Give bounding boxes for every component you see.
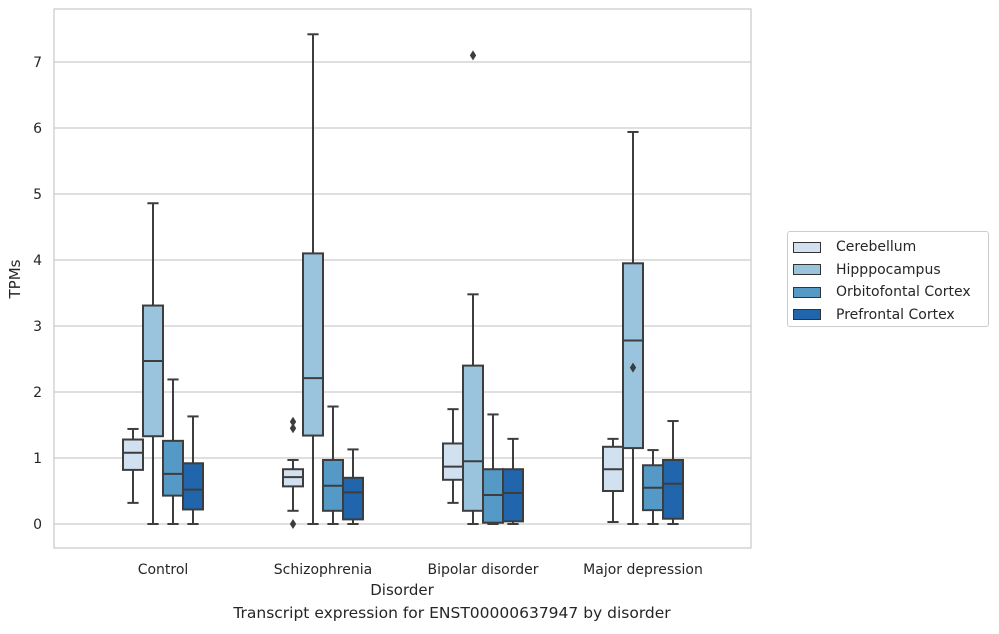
y-tick-label: 3 [33, 319, 42, 335]
box-body [662, 458, 684, 520]
outlier-point [289, 519, 297, 529]
box-2-3 [642, 449, 664, 525]
box-2-2 [482, 413, 504, 525]
legend-swatch [793, 264, 821, 276]
box-0-1 [282, 416, 304, 529]
x-tick-label: Major depression [583, 562, 703, 578]
box-body [182, 462, 204, 511]
box-body [622, 262, 644, 450]
legend-item: Cerebellum [793, 236, 988, 259]
outlier-point [629, 362, 637, 373]
box-3-0 [182, 415, 204, 525]
box-2-0 [162, 378, 184, 525]
y-tick-label: 1 [33, 451, 42, 467]
box-3-3 [662, 420, 684, 525]
box-1-0 [142, 202, 164, 525]
box-body [162, 439, 184, 497]
outlier-point [289, 416, 297, 427]
box-3-1 [342, 448, 364, 525]
legend: Cerebellum Hipppocampus Orbitofontal Corte… [787, 231, 989, 327]
legend-label: Orbitofontal Cortex [836, 284, 971, 301]
y-tick-label: 6 [33, 121, 42, 137]
y-tick-labels: 0 1 2 3 4 5 6 7 [33, 55, 42, 533]
box-1-2 [462, 50, 484, 525]
box-body [442, 442, 464, 481]
y-tick-label: 4 [33, 253, 42, 269]
x-tick-labels: Control Schizophrenia Bipolar disorder Majo… [138, 562, 703, 578]
legend-label: Cerebellum [836, 239, 917, 256]
y-tick-label: 2 [33, 385, 42, 401]
x-tick-label: Schizophrenia [274, 562, 372, 578]
box-1-1 [302, 33, 324, 525]
legend-swatch [793, 286, 821, 298]
x-tick-label: Control [138, 562, 189, 578]
grid-layer [54, 61, 751, 525]
box-body [502, 468, 524, 523]
legend-swatch [793, 241, 821, 253]
legend-item: Hipppocampus [793, 259, 988, 282]
box-body [142, 304, 164, 438]
legend-label: Prefrontal Cortex [836, 306, 955, 323]
outlier-point [469, 50, 477, 61]
y-tick-label: 0 [33, 517, 42, 533]
box-body [462, 364, 484, 512]
legend-item: Prefrontal Cortex [793, 304, 988, 327]
box-layer [122, 33, 684, 529]
y-axis-label: TPMs [6, 259, 24, 299]
y-tick-label: 5 [33, 187, 42, 203]
x-axis-label: Disorder [370, 581, 434, 599]
box-2-1 [322, 405, 344, 525]
box-0-2 [442, 408, 464, 504]
legend-label: Hipppocampus [836, 261, 941, 278]
box-body [122, 438, 144, 471]
outlier-point [289, 423, 297, 434]
box-body [302, 252, 324, 437]
y-tick-label: 7 [33, 55, 42, 71]
x-tick-label: Bipolar disorder [427, 562, 538, 578]
legend-swatch [793, 309, 821, 321]
box-body [342, 476, 364, 521]
box-1-3 [622, 130, 644, 525]
plot-frame [53, 8, 752, 549]
box-3-2 [502, 437, 524, 525]
box-0-3 [602, 437, 624, 524]
legend-item: Orbitofontal Cortex [793, 281, 988, 304]
chart-caption: Transcript expression for ENST0000063794… [233, 604, 671, 622]
box-0-0 [122, 427, 144, 504]
